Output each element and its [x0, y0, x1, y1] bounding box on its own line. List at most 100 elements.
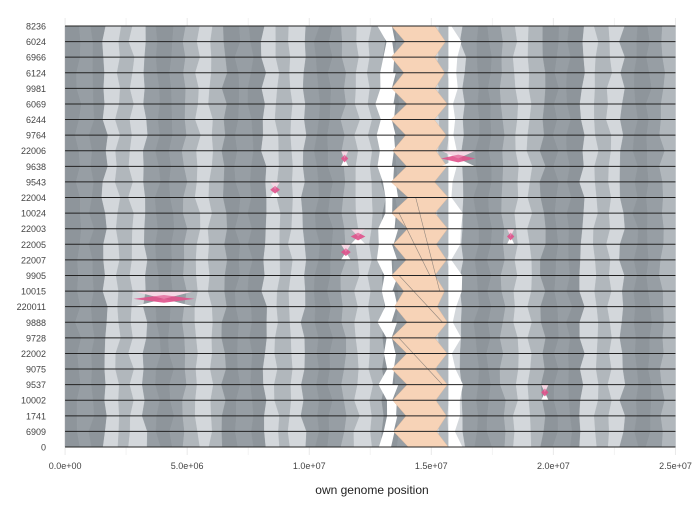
- band-segment: [207, 244, 228, 261]
- centromere-gap: [448, 135, 457, 151]
- centromere-gap: [448, 415, 460, 432]
- band-segment: [341, 41, 360, 58]
- band-segment: [92, 41, 104, 58]
- band-segment: [583, 197, 599, 214]
- band-segment: [661, 431, 676, 448]
- band-segment: [129, 72, 146, 89]
- band-segment: [250, 368, 264, 385]
- band-segment: [117, 306, 132, 323]
- band-segment: [542, 25, 560, 42]
- band-segment: [305, 290, 316, 307]
- centromere-gap: [383, 415, 398, 432]
- band-segment: [91, 353, 106, 370]
- band-segment: [251, 431, 267, 448]
- band-segment: [105, 212, 118, 229]
- band-segment: [527, 228, 547, 245]
- y-tick-label: 1741: [26, 411, 46, 421]
- band-segment: [327, 72, 347, 89]
- band-segment: [182, 306, 196, 323]
- band-segment: [619, 322, 637, 339]
- band-segment: [609, 353, 624, 370]
- band-segment: [252, 400, 267, 417]
- inversion-shade: [340, 150, 349, 159]
- band-segment: [144, 41, 158, 58]
- band-segment: [663, 72, 676, 89]
- centromere-gap: [448, 291, 462, 307]
- band-segment: [514, 244, 532, 261]
- band-segment: [168, 322, 185, 339]
- band-segment: [543, 415, 559, 432]
- band-segment: [648, 290, 664, 307]
- band-segment: [264, 337, 276, 354]
- band-segment: [261, 134, 279, 151]
- band-segment: [579, 415, 596, 432]
- centromere-gap: [381, 275, 398, 292]
- band-segment: [155, 212, 175, 229]
- band-segment: [477, 103, 492, 120]
- band-segment: [143, 103, 160, 120]
- band-segment: [635, 384, 652, 401]
- band-segment: [264, 431, 280, 448]
- centromere-gap: [380, 57, 395, 73]
- band-segment: [249, 337, 268, 354]
- band-segment: [490, 119, 505, 136]
- band-segment: [634, 337, 651, 354]
- band-segment: [647, 228, 665, 245]
- band-segment: [279, 259, 294, 276]
- band-segment: [132, 212, 146, 229]
- band-segment: [594, 103, 609, 120]
- band-segment: [196, 150, 214, 167]
- band-segment: [211, 119, 226, 136]
- band-segment: [143, 56, 158, 73]
- band-segment: [542, 56, 558, 73]
- x-tick-label: 5.0e+06: [171, 461, 204, 471]
- band-segment: [301, 368, 320, 385]
- band-segment: [633, 322, 653, 339]
- band-segment: [646, 181, 664, 198]
- band-segment: [143, 166, 161, 183]
- centromere-gap: [448, 275, 463, 292]
- band-segment: [291, 150, 304, 167]
- y-tick-label: 6024: [26, 37, 46, 47]
- band-segment: [621, 306, 636, 323]
- band-segment: [369, 400, 385, 417]
- band-segment: [622, 290, 636, 307]
- band-segment: [274, 384, 292, 401]
- band-segment: [118, 322, 134, 339]
- y-tick-label: 22003: [21, 224, 46, 234]
- band-segment: [183, 244, 198, 261]
- inversion-ribbon: [507, 232, 515, 241]
- centromere-gap: [448, 337, 462, 354]
- band-segment: [555, 244, 569, 261]
- band-segment: [196, 337, 213, 354]
- band-segment: [461, 384, 479, 401]
- band-segment: [304, 353, 320, 370]
- band-segment: [291, 353, 306, 370]
- inversion-ribbon: [340, 154, 349, 163]
- band-segment: [102, 431, 120, 448]
- band-segment: [569, 415, 581, 432]
- band-segment: [527, 119, 545, 136]
- centromere-gap: [448, 228, 461, 245]
- band-segment: [90, 150, 109, 167]
- y-tick-label: 9905: [26, 271, 46, 281]
- band-segment: [88, 134, 109, 151]
- band-segment: [661, 25, 676, 42]
- band-segment: [64, 41, 81, 58]
- band-segment: [141, 368, 157, 385]
- band-segment: [288, 290, 306, 307]
- band-segment: [64, 415, 78, 432]
- band-segment: [355, 197, 374, 214]
- band-segment: [275, 41, 291, 58]
- band-segment: [314, 306, 332, 323]
- band-segment: [341, 197, 357, 214]
- band-segment: [64, 259, 79, 276]
- band-segment: [182, 400, 196, 417]
- band-segment: [595, 353, 612, 370]
- centromere-gap: [375, 103, 396, 120]
- inversion-layer: [133, 150, 549, 401]
- band-segment: [566, 212, 584, 229]
- band-segment: [662, 337, 676, 354]
- band-segment: [104, 415, 120, 432]
- y-tick-label: 6966: [26, 53, 46, 63]
